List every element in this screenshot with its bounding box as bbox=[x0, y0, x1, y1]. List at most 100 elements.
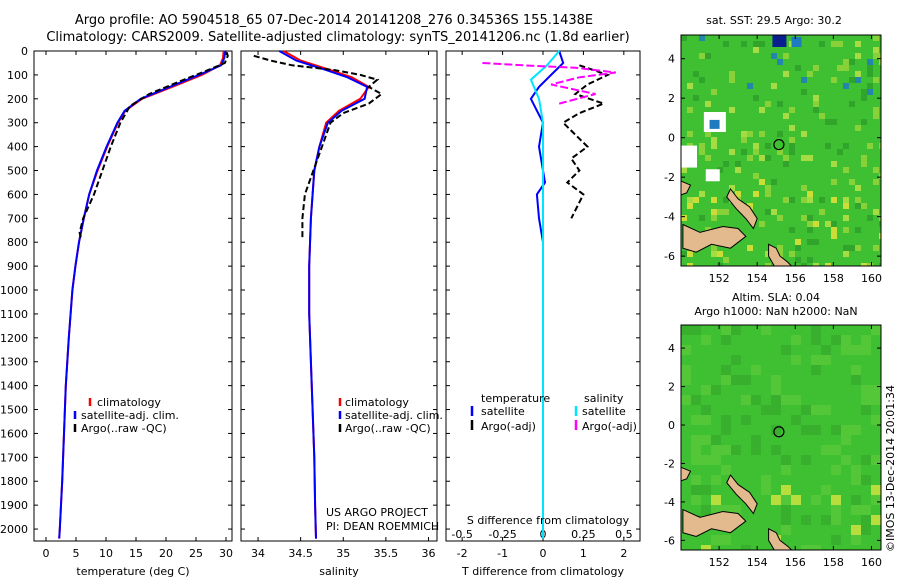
map-cell bbox=[723, 161, 729, 167]
map-cell bbox=[783, 161, 789, 167]
map-cell bbox=[849, 101, 855, 107]
x-tick-label: 0 bbox=[43, 547, 50, 560]
y-tick-label: 600 bbox=[7, 188, 28, 201]
map-cell bbox=[861, 95, 867, 101]
legend-salinity: climatology satellite-adj. clim. Argo(..… bbox=[338, 396, 443, 435]
x-axis-label: temperature (deg C) bbox=[76, 565, 189, 578]
map-cell bbox=[871, 495, 881, 505]
map-cell bbox=[811, 425, 821, 435]
map-cell bbox=[765, 251, 771, 257]
map-cell bbox=[851, 475, 861, 485]
header-line1: Argo profile: AO 5904518_65 07-Dec-2014 … bbox=[75, 13, 593, 28]
map-cell bbox=[691, 475, 701, 485]
map-cell bbox=[687, 131, 693, 137]
map-cell bbox=[681, 375, 691, 385]
map-cell bbox=[777, 131, 783, 137]
map-cell bbox=[861, 505, 871, 515]
map-cell bbox=[819, 209, 825, 215]
map-cell bbox=[723, 257, 729, 263]
map-cell bbox=[741, 415, 751, 425]
map-cell bbox=[751, 445, 761, 455]
map-cell bbox=[687, 203, 693, 209]
map-cell bbox=[855, 185, 861, 191]
map-cell bbox=[855, 197, 861, 203]
map-cell bbox=[843, 167, 849, 173]
map-cell bbox=[813, 263, 819, 266]
x-tick-label: 30 bbox=[219, 547, 233, 560]
map-cell bbox=[807, 71, 813, 77]
map-cell bbox=[821, 515, 831, 525]
map-cell bbox=[831, 445, 841, 455]
cold-patch bbox=[709, 119, 720, 129]
map-cell bbox=[765, 101, 771, 107]
map-cell bbox=[871, 325, 881, 335]
y-tick-label: 700 bbox=[7, 212, 28, 225]
x-tick-label: 10 bbox=[99, 547, 113, 560]
map-cell bbox=[681, 365, 691, 375]
map-cell bbox=[791, 415, 801, 425]
map-cell bbox=[791, 335, 801, 345]
map-cell bbox=[765, 209, 771, 215]
sst-map: 152 154 156 158 160 -6 -4 -2 0 2 4 bbox=[664, 34, 882, 285]
map-cell bbox=[781, 495, 791, 505]
map-cell bbox=[831, 197, 837, 203]
y-tick-label: 1900 bbox=[0, 499, 28, 512]
map-cell bbox=[873, 167, 879, 173]
top-x-tick-label: 0.5 bbox=[615, 528, 633, 541]
legend-temperature: climatology satellite-adj. clim. Argo(..… bbox=[73, 396, 179, 435]
y-tick-label: 1300 bbox=[0, 356, 28, 369]
map-cell bbox=[861, 155, 867, 161]
series-line-2 bbox=[58, 50, 227, 539]
map-cell bbox=[729, 149, 735, 155]
map-cell bbox=[861, 455, 871, 465]
land-mass bbox=[726, 188, 758, 230]
cold-patch bbox=[772, 35, 787, 47]
x-tick-label: 156 bbox=[785, 556, 806, 569]
map-cell bbox=[681, 251, 687, 257]
map-cell bbox=[681, 167, 687, 173]
map-cell bbox=[807, 257, 813, 263]
x-axis-label: salinity bbox=[319, 565, 359, 578]
map-cell bbox=[735, 167, 741, 173]
x-tick-label: 15 bbox=[129, 547, 143, 560]
map-cell bbox=[795, 65, 801, 71]
legend-temp-sat: satellite-adj. clim. bbox=[81, 409, 179, 422]
map-cell bbox=[747, 245, 753, 251]
map-cell bbox=[701, 415, 711, 425]
map-cell bbox=[849, 245, 855, 251]
map-cell bbox=[821, 355, 831, 365]
map-cell bbox=[811, 355, 821, 365]
map-cell bbox=[825, 263, 831, 266]
map-cell bbox=[831, 161, 837, 167]
map-cell bbox=[871, 415, 881, 425]
map-cell bbox=[701, 545, 711, 550]
legend-diff-sal-header: salinity bbox=[584, 392, 624, 405]
map-cell bbox=[711, 445, 721, 455]
map-cell bbox=[789, 251, 795, 257]
map-cell bbox=[821, 485, 831, 495]
map-cell bbox=[723, 41, 729, 47]
y-tick-label: 4 bbox=[668, 342, 675, 355]
map-cell bbox=[789, 125, 795, 131]
map-cell bbox=[753, 173, 759, 179]
map-cell bbox=[841, 455, 851, 465]
y-tick-label: -6 bbox=[664, 534, 675, 547]
map-cell bbox=[867, 263, 873, 266]
map-cell bbox=[705, 101, 711, 107]
map-cell bbox=[851, 505, 861, 515]
map-cell bbox=[801, 89, 807, 95]
map-cell bbox=[789, 107, 795, 113]
map-cell bbox=[841, 335, 851, 345]
x-tick-label: 36 bbox=[421, 547, 435, 560]
map-cell bbox=[711, 455, 721, 465]
map-cell bbox=[795, 239, 801, 245]
map-cell bbox=[867, 143, 873, 149]
map-cell bbox=[771, 179, 777, 185]
map-cell bbox=[731, 375, 741, 385]
map-cell bbox=[831, 515, 841, 525]
map-cell bbox=[699, 191, 705, 197]
map-cell bbox=[711, 251, 717, 257]
map-cell bbox=[687, 251, 693, 257]
map-cell bbox=[801, 405, 811, 415]
